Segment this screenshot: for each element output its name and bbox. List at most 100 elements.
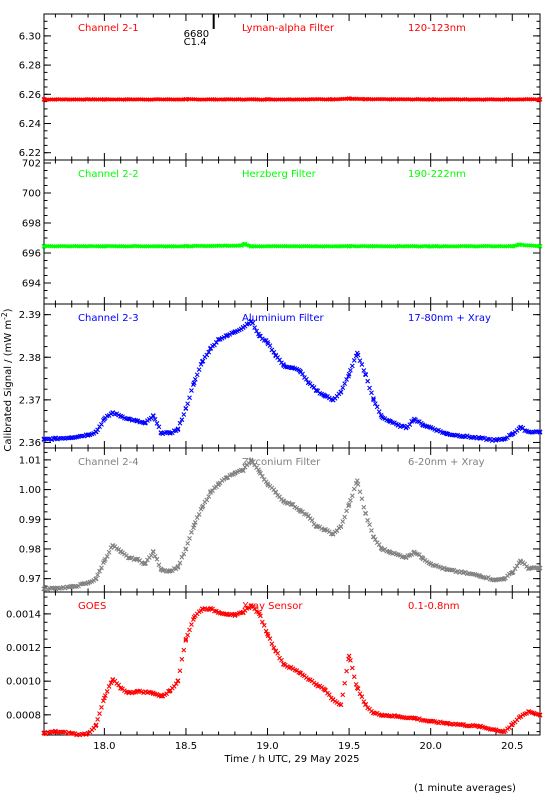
data-point xyxy=(411,416,417,422)
data-point xyxy=(108,680,114,686)
data-point xyxy=(175,564,181,570)
data-point xyxy=(53,585,58,591)
data-point xyxy=(173,681,179,687)
data-point xyxy=(213,340,219,345)
data-point xyxy=(189,388,194,393)
y-axis-title-end: ) xyxy=(3,308,14,312)
y-tick-label: 0.99 xyxy=(19,515,41,526)
data-point xyxy=(477,724,483,729)
data-point xyxy=(101,97,107,102)
data-point xyxy=(183,546,189,552)
data-point xyxy=(99,565,104,571)
data-point xyxy=(177,420,183,426)
data-point xyxy=(428,425,434,430)
data-point xyxy=(403,554,409,560)
data-point xyxy=(248,243,254,249)
y-tick-label: 2.36 xyxy=(19,438,41,449)
data-point xyxy=(289,365,295,371)
data-point xyxy=(99,421,104,427)
data-point xyxy=(344,668,349,674)
data-point xyxy=(537,712,543,718)
data-point xyxy=(411,549,417,555)
data-point xyxy=(357,358,363,364)
data-point xyxy=(334,528,340,534)
data-point xyxy=(369,528,374,533)
data-point xyxy=(365,517,371,523)
data-point xyxy=(460,570,466,576)
x-tick-label: 20.5 xyxy=(501,741,523,752)
data-point xyxy=(179,554,185,560)
data-point xyxy=(330,697,336,703)
data-point xyxy=(118,549,124,555)
data-point xyxy=(460,722,466,728)
data-point xyxy=(346,243,352,249)
data-point xyxy=(351,674,357,680)
data-point xyxy=(428,719,434,724)
data-point xyxy=(379,414,385,420)
data-point xyxy=(346,371,352,377)
data-point xyxy=(216,336,221,342)
data-point xyxy=(279,657,284,663)
data-point xyxy=(248,603,254,608)
data-point xyxy=(106,684,112,689)
data-point xyxy=(224,611,230,617)
data-point xyxy=(224,333,230,339)
data-point xyxy=(110,542,115,548)
y-tick-label: 6.28 xyxy=(19,61,41,72)
data-point xyxy=(376,409,382,414)
data-point xyxy=(185,401,191,407)
data-point xyxy=(303,376,309,382)
data-point xyxy=(387,549,393,555)
data-point xyxy=(216,481,221,487)
data-point xyxy=(444,431,450,437)
data-point xyxy=(261,622,267,628)
data-point xyxy=(349,665,355,671)
data-point xyxy=(518,425,523,430)
data-point xyxy=(297,507,303,513)
data-point xyxy=(134,688,140,694)
data-point xyxy=(41,97,47,102)
data-point xyxy=(509,570,515,576)
data-point xyxy=(110,677,115,682)
panel-label-filter: Xray Sensor xyxy=(242,601,303,612)
data-point xyxy=(185,540,191,546)
data-point xyxy=(326,692,332,698)
data-point xyxy=(196,367,202,373)
data-point xyxy=(134,556,140,562)
data-point xyxy=(208,346,213,352)
data-point xyxy=(338,389,344,395)
data-point xyxy=(196,511,202,517)
data-point xyxy=(367,522,372,528)
data-point xyxy=(537,429,543,435)
data-point xyxy=(420,422,425,427)
data-point xyxy=(156,424,162,430)
data-point xyxy=(267,343,273,349)
data-point xyxy=(206,494,212,499)
data-point xyxy=(371,397,376,403)
data-point xyxy=(342,514,348,520)
data-point xyxy=(208,490,213,495)
data-point xyxy=(267,636,273,642)
data-point xyxy=(175,427,181,433)
data-point xyxy=(97,568,102,574)
chart-panels: 6.22 6.24 6.26 6.28 6.30 Channel 2-1 Lyman-alp… xyxy=(6,13,543,752)
data-point xyxy=(493,437,499,443)
data-point xyxy=(187,536,192,541)
data-point xyxy=(379,546,385,552)
data-point xyxy=(348,497,353,503)
panel-label-channel: Channel 2-4 xyxy=(78,457,139,468)
data-point xyxy=(252,606,258,612)
y-tick-label: 698 xyxy=(22,219,41,230)
data-point xyxy=(359,496,365,502)
data-point xyxy=(444,720,450,726)
panel-frame xyxy=(43,591,541,736)
data-point xyxy=(179,656,185,662)
data-point xyxy=(348,658,353,663)
data-point xyxy=(344,377,349,382)
data-point xyxy=(167,430,173,436)
data-point xyxy=(101,416,107,422)
panel-label-filter: Lyman-alpha Filter xyxy=(242,23,335,34)
data-point xyxy=(252,462,258,468)
x-tick-label: 18.5 xyxy=(175,741,197,752)
data-point xyxy=(269,641,275,647)
